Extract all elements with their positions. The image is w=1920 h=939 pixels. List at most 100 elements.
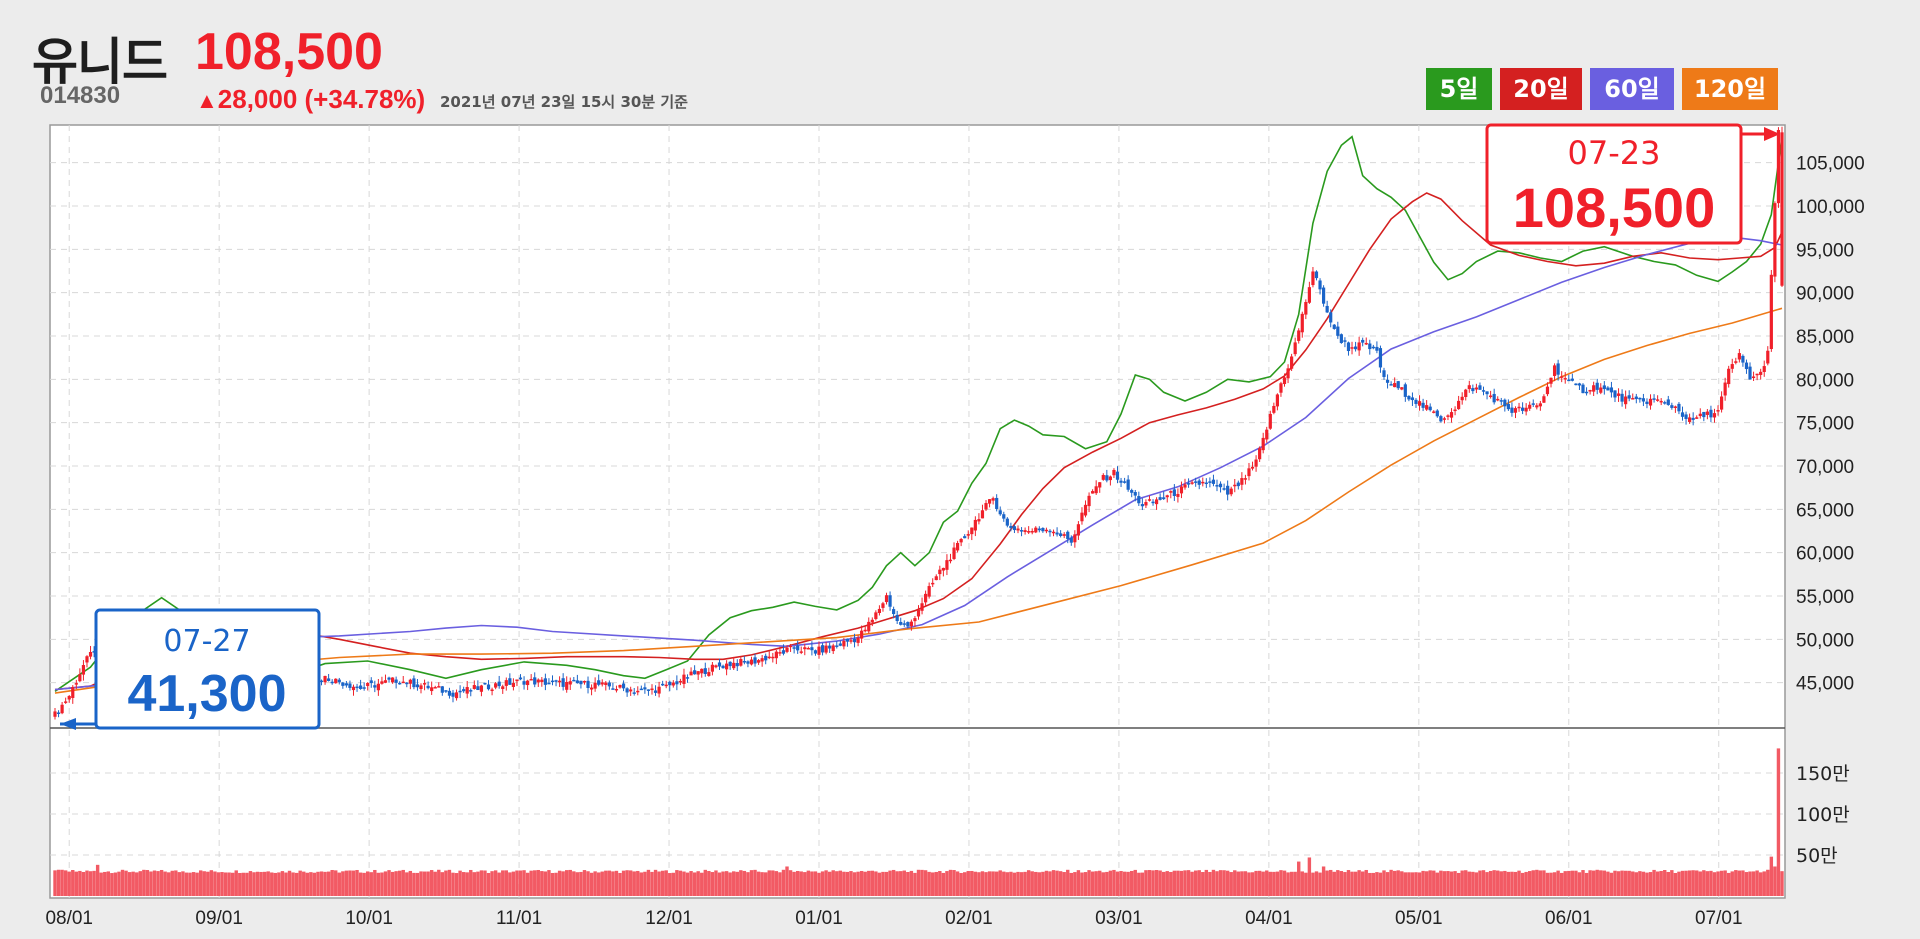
volume-bar [1577,872,1582,896]
volume-bar [614,870,619,896]
volume-bar [341,871,345,896]
candle [71,687,75,698]
volume-bar [1716,871,1720,896]
candle [494,683,498,688]
volume-bar [67,871,71,896]
candle [472,685,476,689]
candle [703,668,707,674]
volume-bar [1758,872,1763,896]
candle [1705,411,1709,415]
candle [1165,495,1169,498]
volume-bar [266,871,270,896]
candle [359,685,363,689]
volume-bar [1414,872,1418,896]
candle [1489,395,1493,398]
candle [725,663,729,670]
volume-bar [1435,872,1440,896]
ma-120-button[interactable]: 120일 [1682,68,1778,110]
candle [387,677,391,680]
candle [1709,409,1713,418]
candle [824,645,828,653]
volume-bar [298,870,302,896]
candle [1382,370,1386,377]
y-tick-label: 45,000 [1796,674,1854,695]
candle [860,630,864,639]
candle [1535,405,1539,408]
volume-bar [788,870,793,896]
volume-bar [1282,870,1287,896]
volume-bar [813,871,818,896]
candle [696,671,700,675]
current-price: 108,500 [195,23,383,81]
candle [902,623,906,625]
candle [760,658,764,662]
volume-bar [643,871,647,896]
candle [1659,400,1663,403]
y-tick-label: 75,000 [1796,414,1854,435]
volume-bar [938,871,942,896]
volume-bar [1385,872,1390,896]
stock-name: 유니드 [32,33,168,91]
candle [458,690,462,693]
volume-bar [891,869,896,896]
volume-bar [131,871,135,896]
candle [1169,491,1173,493]
candle [579,680,583,685]
candle [1577,383,1582,386]
candle [1467,385,1471,390]
volume-bar [149,871,153,896]
candle [426,685,430,689]
candle [877,608,882,614]
volume-bar [568,869,572,896]
volume-bar [1702,870,1706,896]
volume-bar [1279,870,1283,896]
candle [629,689,633,692]
volume-bar [1506,871,1511,896]
volume-bar [209,870,214,896]
volume-bar [1044,870,1049,896]
volume-bar [1122,871,1127,896]
volume-bar [1161,871,1166,896]
high-callout: 07-23 108,500 [1485,123,1780,245]
candle [1428,406,1432,411]
volume-bar [1176,870,1180,896]
volume-bar [170,870,174,896]
volume-bar [763,872,768,896]
volume-bar [1634,872,1639,896]
volume-tick-label: 150만 [1796,763,1850,785]
x-tick-label: 12/01 [645,908,693,929]
ma-5-button[interactable]: 5일 [1426,68,1492,110]
candle [1478,385,1482,390]
volume-bar [728,872,732,896]
volume-bar [724,871,729,896]
volume-bar [1552,872,1557,896]
volume-bar [1659,870,1663,896]
ma-20-button[interactable]: 20일 [1500,68,1582,110]
candle [565,681,569,690]
candle [1449,412,1454,418]
candle [924,593,928,603]
volume-bar [1616,871,1621,896]
y-tick-label: 80,000 [1796,370,1854,391]
candle [1499,400,1503,402]
candle [469,690,473,692]
volume-bar [991,871,995,896]
volume-bar [1645,872,1649,896]
ma-60-button[interactable]: 60일 [1590,68,1674,110]
volume-bar [497,872,501,896]
candle [1425,405,1429,410]
candle [1688,417,1692,422]
candle [689,671,693,676]
candle [1584,391,1589,394]
volume-bar [362,872,366,896]
volume-bar [440,872,445,896]
volume-bar [202,871,206,896]
candle [362,687,366,689]
volume-bar [1410,872,1415,896]
candle [1776,130,1781,204]
volume-bar [493,870,498,896]
volume-bar [1705,871,1710,896]
candle [1076,524,1081,536]
volume-bar [312,872,317,896]
volume-bar [120,869,125,896]
